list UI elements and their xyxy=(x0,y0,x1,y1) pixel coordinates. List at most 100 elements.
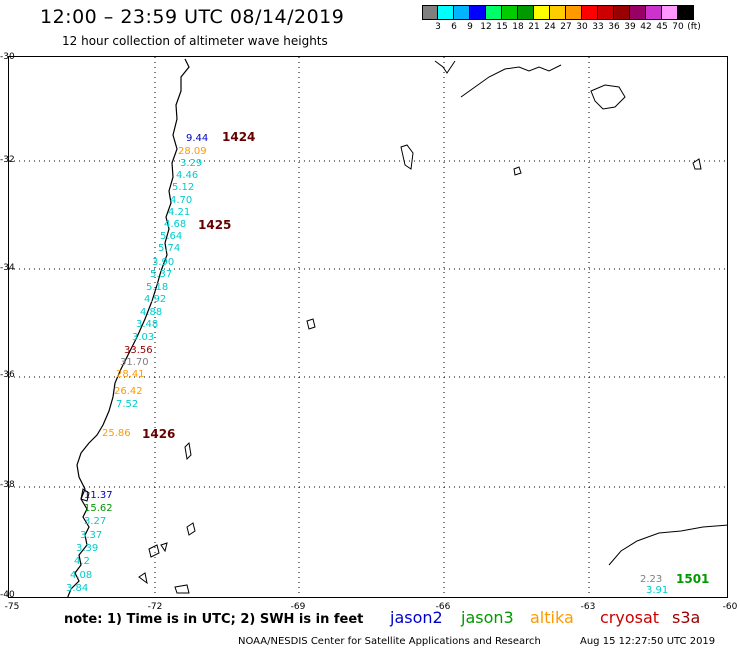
wave-height-label: 4.70 xyxy=(170,195,193,206)
wave-height-label: 3.37 xyxy=(80,530,103,541)
scale-label: (ft) xyxy=(687,22,701,32)
scale-label: 36 xyxy=(608,22,620,32)
legend-jason3: jason3 xyxy=(461,608,514,627)
small-island xyxy=(174,584,190,594)
legend-s3a: s3a xyxy=(672,608,701,627)
atlantic-coastline-north xyxy=(434,60,562,98)
scale-swatch xyxy=(598,5,614,20)
bay-island xyxy=(590,84,626,110)
small-island xyxy=(513,166,522,176)
wave-height-label: 4.46 xyxy=(176,170,199,181)
lon-tick-label: -63 xyxy=(580,602,596,612)
legend-jason2: jason2 xyxy=(390,608,443,627)
scale-label: 18 xyxy=(512,22,524,32)
pass-number-label: 1426 xyxy=(142,427,176,441)
wave-height-label: 3.48 xyxy=(136,319,159,330)
scale-label: 24 xyxy=(544,22,556,32)
scale-swatch xyxy=(454,5,470,20)
scale-swatch xyxy=(518,5,534,20)
wave-height-label: 5.12 xyxy=(172,182,195,193)
wave-height-label: 28.41 xyxy=(116,369,145,380)
pass-number-label: 1425 xyxy=(198,218,232,232)
wave-height-label: 3.91 xyxy=(646,585,669,596)
wave-height-label: 3.03 xyxy=(132,332,155,343)
lat-tick-label: -34 xyxy=(0,263,15,273)
lat-tick-label: -36 xyxy=(0,370,15,380)
wave-height-label: 3.90 xyxy=(152,257,175,268)
wave-height-label: 3.27 xyxy=(84,516,107,527)
wave-height-label: 4.21 xyxy=(168,207,191,218)
wave-height-label: 31.70 xyxy=(120,357,149,368)
wave-height-label: 5.37 xyxy=(150,269,173,280)
scale-swatch xyxy=(486,5,502,20)
lon-tick-label: -60 xyxy=(722,602,738,612)
scale-label: 39 xyxy=(624,22,636,32)
scale-swatch xyxy=(662,5,678,20)
lat-tick-label: -38 xyxy=(0,480,15,490)
wave-height-label: 4.68 xyxy=(164,219,187,230)
map-frame xyxy=(8,56,728,598)
small-island xyxy=(184,441,192,461)
scale-swatch xyxy=(646,5,662,20)
wave-height-label: 2.23 xyxy=(640,574,663,585)
chiloe-island xyxy=(80,488,90,502)
wave-height-label: 4.88 xyxy=(140,307,163,318)
footer-timestamp: Aug 15 12:27:50 UTC 2019 xyxy=(580,636,716,647)
scale-swatch xyxy=(422,5,438,20)
wave-height-label: 25.86 xyxy=(102,428,131,439)
map-subtitle: 12 hour collection of altimeter wave hei… xyxy=(62,34,328,48)
wave-height-label: 26.42 xyxy=(114,386,143,397)
wave-height-label: 7.52 xyxy=(116,399,139,410)
pass-number-label: 1424 xyxy=(222,130,256,144)
scale-label: 3 xyxy=(435,22,441,32)
legend-altika: altika xyxy=(530,608,574,627)
chile-coastline xyxy=(67,58,190,597)
scale-label: 30 xyxy=(576,22,588,32)
scale-label: 9 xyxy=(467,22,473,32)
wave-height-label: 3.39 xyxy=(76,543,99,554)
scale-label: 42 xyxy=(640,22,652,32)
scale-label: 27 xyxy=(560,22,572,32)
scale-label: 70 xyxy=(672,22,684,32)
wave-height-label: 15.62 xyxy=(84,503,113,514)
scale-swatch xyxy=(534,5,550,20)
lat-tick-label: -32 xyxy=(0,155,15,165)
color-scale-labels: 3 6 9 12 15 18 21 24 27 30 33 36 39 42 45 70 (ft) xyxy=(422,20,740,32)
wave-height-label: 11.37 xyxy=(84,490,113,501)
wave-height-label: 5.64 xyxy=(160,231,183,242)
wave-height-label: 4.2 xyxy=(74,556,90,567)
wave-height-label: 3.84 xyxy=(66,583,89,594)
small-island xyxy=(148,542,168,558)
small-island xyxy=(186,522,196,536)
map-canvas xyxy=(9,57,727,597)
lon-tick-label: -69 xyxy=(290,602,306,612)
scale-swatch xyxy=(614,5,630,20)
scale-label: 33 xyxy=(592,22,604,32)
map-note: note: 1) Time is in UTC; 2) SWH is in fe… xyxy=(64,612,364,627)
lat-tick-label: -30 xyxy=(0,52,15,62)
wave-height-label: 4.08 xyxy=(70,570,93,581)
graticule xyxy=(9,57,727,597)
map-title: 12:00 – 23:59 UTC 08/14/2019 xyxy=(40,6,345,28)
scale-label: 12 xyxy=(480,22,492,32)
scale-swatch xyxy=(502,5,518,20)
footer-credit: NOAA/NESDIS Center for Satellite Applica… xyxy=(238,636,541,647)
lon-tick-label: -75 xyxy=(4,602,20,612)
scale-swatch xyxy=(630,5,646,20)
small-island xyxy=(306,318,316,330)
patagonia-coastline xyxy=(608,524,727,566)
small-island xyxy=(138,572,148,585)
small-island xyxy=(400,144,414,170)
scale-swatch xyxy=(582,5,598,20)
scale-swatch xyxy=(470,5,486,20)
scale-swatch xyxy=(678,5,694,20)
wave-height-color-scale: 3 6 9 12 15 18 21 24 27 30 33 36 39 42 45 70 (ft) xyxy=(422,5,740,32)
lon-tick-label: -72 xyxy=(147,602,163,612)
small-island xyxy=(692,158,702,170)
wave-height-label: 5.74 xyxy=(158,243,181,254)
scale-label: 15 xyxy=(496,22,508,32)
color-scale-swatches xyxy=(422,5,740,20)
lat-tick-label: -40 xyxy=(0,590,15,600)
scale-swatch xyxy=(438,5,454,20)
wave-height-label: 28.09 xyxy=(178,146,207,157)
